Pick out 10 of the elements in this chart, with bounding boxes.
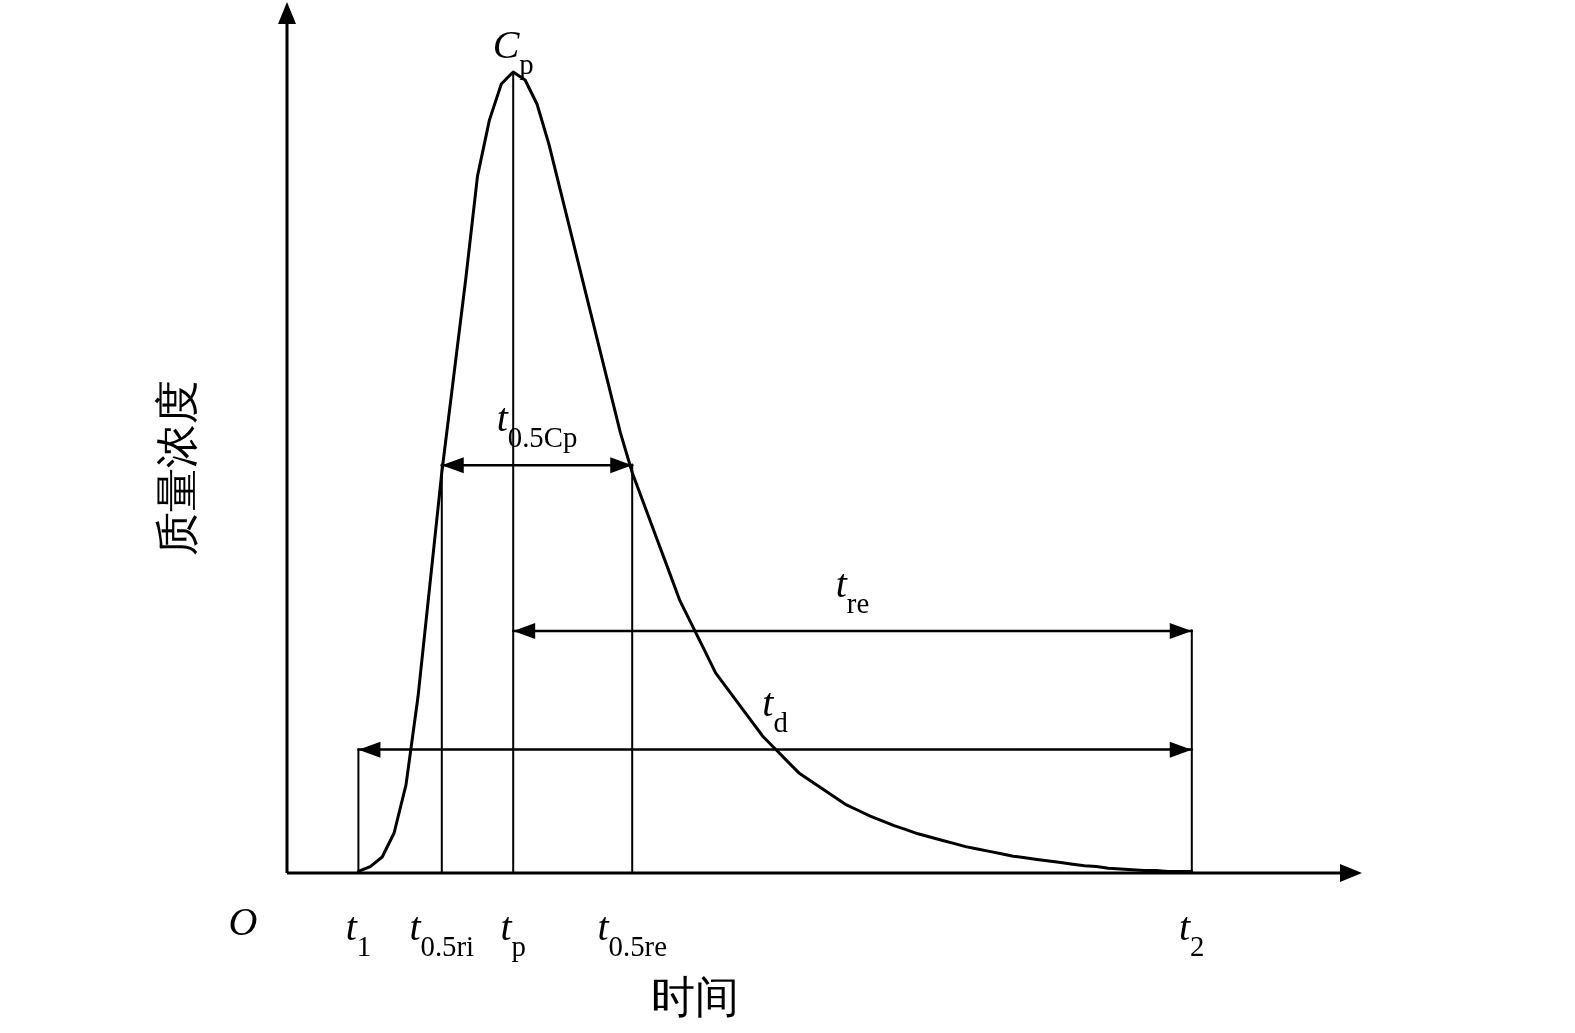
y-axis-title: 质量浓度 (153, 380, 202, 556)
annotation: t$_{d}$ (762, 679, 789, 738)
annotation: t$_{re}$ (835, 561, 870, 620)
x-tick-label: t$_{p}$ (500, 904, 526, 962)
x-tick-label: t$_{0.5re}$ (597, 904, 667, 962)
text: O (228, 899, 258, 944)
x-tick-label: t$_{2}$ (1179, 904, 1205, 962)
x-axis-title: 时间 (650, 973, 739, 1022)
x-tick-label: t$_{0.5ri}$ (409, 904, 475, 962)
x-tick-label: t$_{1}$ (345, 904, 372, 962)
